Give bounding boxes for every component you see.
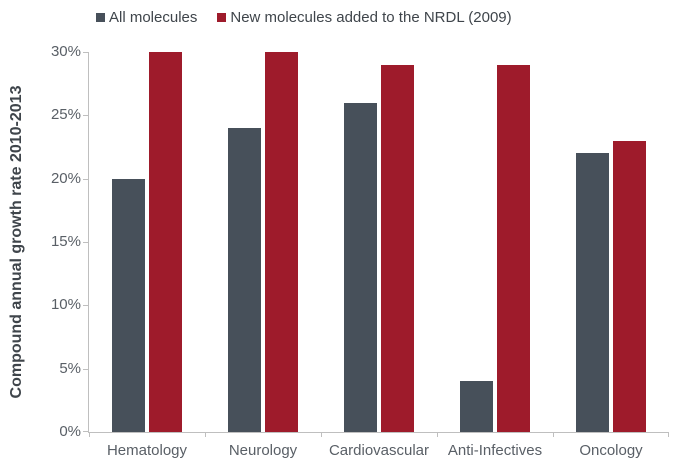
category-label-oncology: Oncology [579, 442, 643, 459]
y-tick-mark [83, 52, 89, 53]
bar-new-molecules-added-to-the-nrdl-2009-cardiovascular [381, 65, 414, 432]
bar-all-molecules-cardiovascular [344, 103, 377, 432]
category-label-cardiovascular: Cardiovascular [328, 442, 430, 459]
y-tick-label-10: 10% [50, 296, 81, 314]
plot-area: 0% 5% 10% 15% 20% 25% 30% Hematology Neurology Ca… [51, 43, 669, 459]
x-tick-mark [437, 432, 438, 437]
category-label-anti-infectives: Anti-Infectives [447, 442, 543, 459]
legend-label-new-molecules-added-to-the-nrdl-2009: New molecules added to the NRDL (2009) [230, 9, 512, 26]
y-tick-mark [83, 305, 89, 307]
y-tick-label-30: 30% [50, 43, 81, 60]
y-tick-label-25: 25% [50, 106, 81, 124]
category-label-neurology: Neurology [228, 442, 298, 459]
y-tick-label-15: 15% [50, 233, 81, 250]
y-axis-title: Compound annual growth rate 2010-2013 [8, 85, 25, 399]
bar-all-molecules-anti-infectives [460, 381, 493, 432]
legend-swatch-new-molecules-added-to-the-nrdl-2009 [217, 13, 227, 22]
y-tick-label-20: 20% [50, 169, 81, 187]
bar-new-molecules-added-to-the-nrdl-2009-anti-infectives [497, 65, 530, 432]
y-tick-label-0: 0% [59, 423, 81, 440]
x-tick-mark [668, 432, 669, 437]
bar-new-molecules-added-to-the-nrdl-2009-hematology [149, 52, 182, 432]
y-tick-mark [83, 368, 89, 370]
legend-label-all-molecules: All molecules [109, 9, 198, 26]
category-label-hematology: Hematology [106, 442, 188, 459]
x-tick-mark [553, 432, 554, 437]
legend: All molecules New molecules added to the … [96, 9, 512, 26]
x-tick-mark [89, 432, 90, 437]
bar-all-molecules-hematology [112, 179, 145, 432]
bar-all-molecules-neurology [228, 128, 261, 432]
x-tick-mark [321, 432, 322, 437]
bar-new-molecules-added-to-the-nrdl-2009-oncology [613, 141, 646, 432]
bar-new-molecules-added-to-the-nrdl-2009-neurology [265, 52, 298, 432]
y-tick-label-5: 5% [59, 359, 81, 377]
y-tick-mark [83, 242, 89, 243]
legend-item-all-molecules: All molecules [96, 9, 197, 26]
x-tick-mark [205, 432, 206, 437]
y-tick-mark [83, 431, 89, 432]
bar-all-molecules-oncology [576, 153, 609, 432]
y-tick-mark [83, 115, 89, 117]
legend-item-new-molecules-added-to-the-nrdl-2009: New molecules added to the NRDL (2009) [217, 9, 512, 26]
legend-swatch-all-molecules [96, 13, 105, 22]
y-tick-mark [83, 178, 89, 180]
